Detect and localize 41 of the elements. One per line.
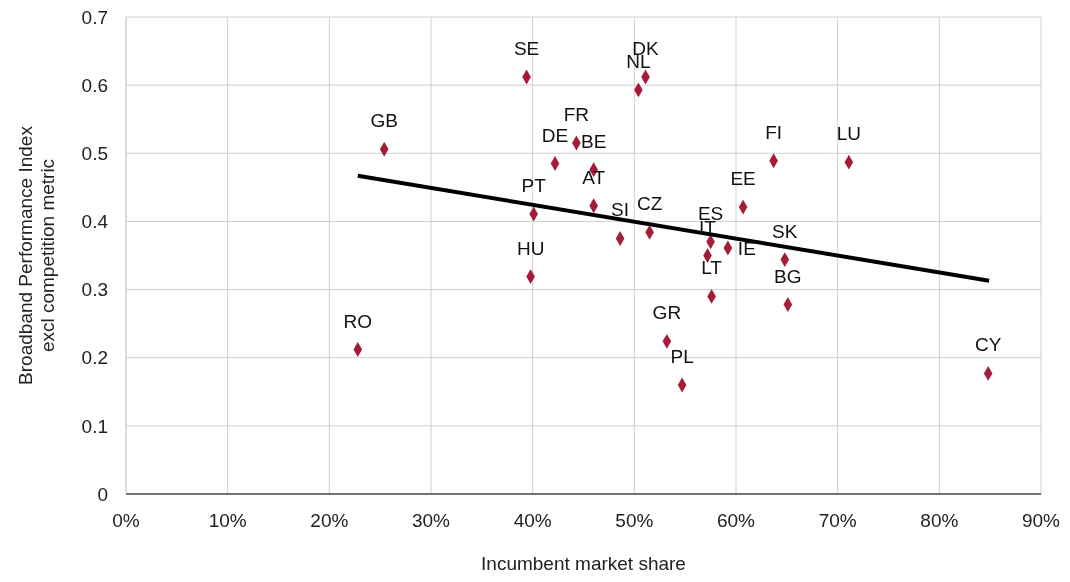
y-tick-label: 0: [97, 483, 108, 505]
annotation: LU: [836, 123, 861, 145]
y-axis-title: Broadband Performance Index excl competition metric: [15, 125, 58, 385]
annotation: IE: [737, 237, 756, 259]
x-axis-title: Incumbent market share: [481, 553, 686, 574]
annotation: CY: [974, 334, 1002, 356]
x-tick-label: 90%: [1021, 510, 1061, 532]
y-tick-label: 0.2: [81, 347, 108, 369]
annotation: DE: [541, 124, 569, 146]
annotation: SE: [513, 37, 540, 59]
annotation: AT: [582, 166, 606, 188]
annotation: RO: [343, 310, 373, 332]
y-tick-label: 0.3: [81, 279, 108, 301]
annotation: HU: [516, 237, 545, 259]
annotation: SK: [772, 220, 798, 242]
annotation: PT: [521, 174, 547, 196]
x-tick-label: 60%: [716, 510, 756, 532]
annotation: GB: [370, 110, 398, 132]
y-tick-label: 0.6: [81, 74, 108, 96]
annotation: EE: [730, 168, 756, 190]
x-tick-label: 10%: [208, 510, 247, 532]
annotation: BG: [774, 265, 802, 287]
x-tick-label: 70%: [818, 510, 857, 532]
x-tick-label: 20%: [310, 510, 349, 532]
y-tick-label: 0.7: [81, 6, 108, 28]
y-tick-label: 0.1: [81, 415, 108, 437]
x-tick-label: 80%: [920, 510, 959, 532]
x-tick-label: 40%: [513, 510, 552, 532]
y-tick-label: 0.5: [81, 143, 108, 165]
annotation: GR: [652, 302, 682, 324]
annotation: CZ: [636, 193, 663, 215]
x-tick-label: 50%: [615, 510, 654, 532]
annotation: FI: [765, 121, 783, 143]
annotation: FR: [563, 104, 590, 126]
x-tick-label: 30%: [411, 510, 451, 532]
annotation: BE: [580, 130, 607, 152]
x-tick-label: 0%: [112, 510, 140, 532]
annotation: PL: [670, 345, 694, 367]
y-tick-label: 0.4: [81, 211, 109, 233]
annotation: SI: [611, 199, 630, 221]
annotation: LT: [701, 257, 723, 279]
